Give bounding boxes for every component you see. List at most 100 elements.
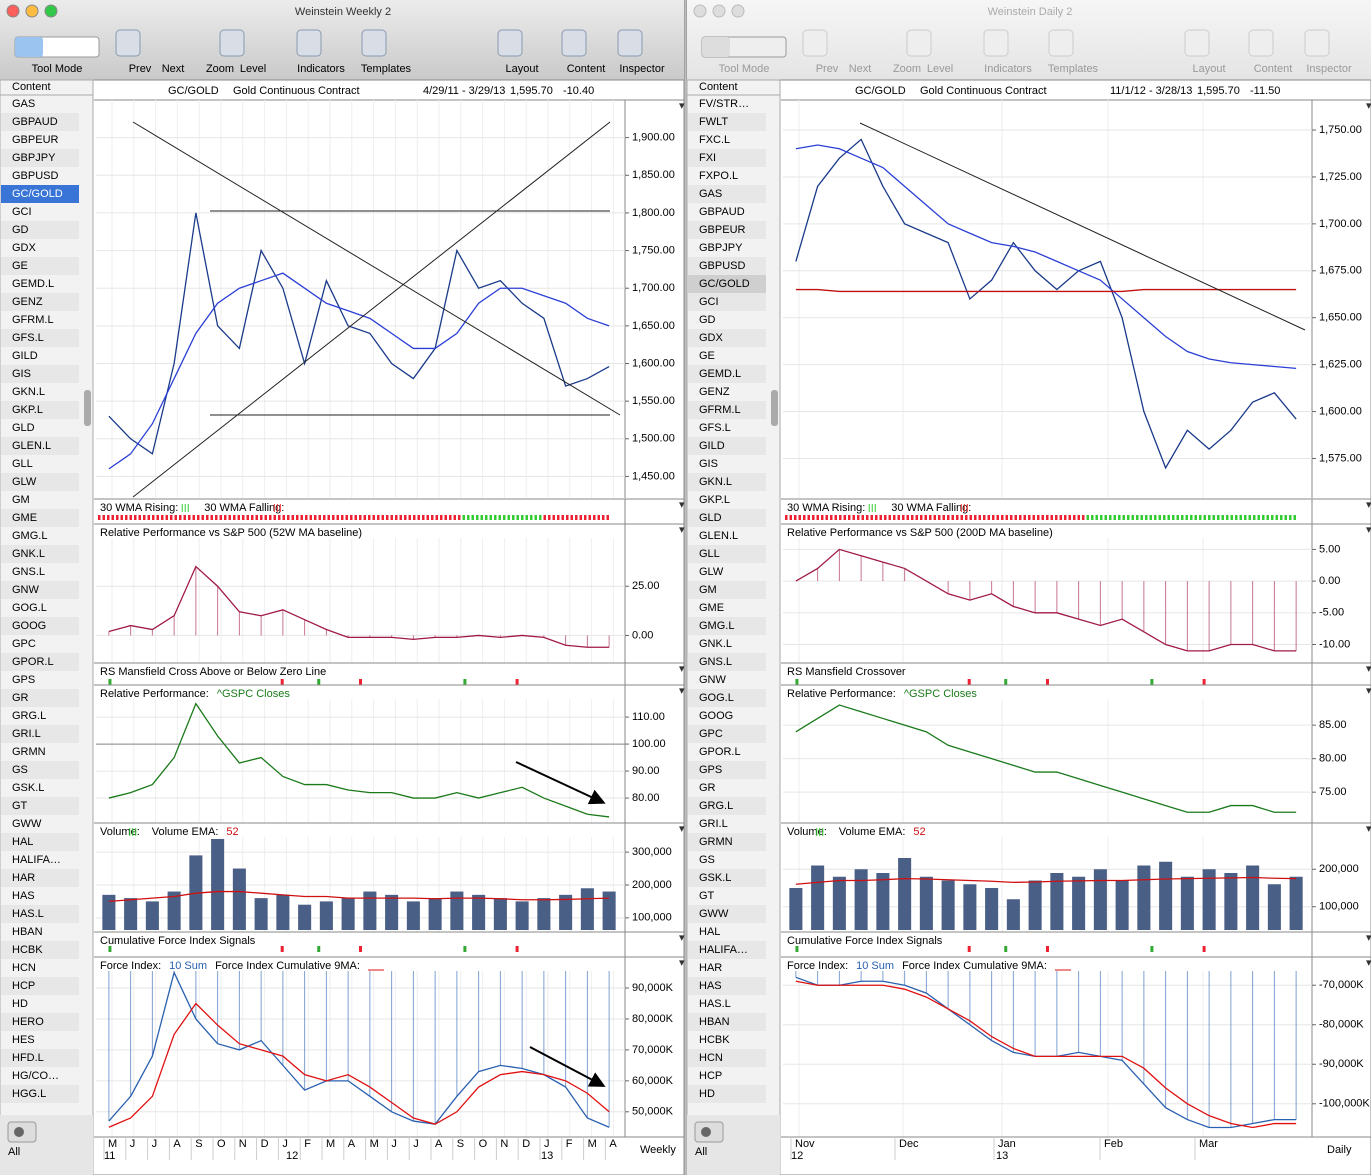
symbol[interactable]: HD — [699, 1088, 715, 1100]
symbol[interactable]: GFRM.L — [12, 314, 54, 326]
symbol[interactable]: GEMD.L — [699, 368, 741, 380]
symbol[interactable]: HFD.L — [12, 1052, 44, 1064]
toolbar-label[interactable]: Next — [849, 63, 872, 75]
symbol[interactable]: HAL — [699, 926, 720, 938]
toolbar-label[interactable]: Layout — [1192, 63, 1225, 75]
toolbar-icon[interactable] — [802, 29, 828, 57]
symbol[interactable]: GENZ — [699, 386, 730, 398]
symbol[interactable]: GKP.L — [12, 404, 43, 416]
toolbar-label[interactable]: Indicators — [984, 63, 1032, 75]
symbol[interactable]: GBPEUR — [699, 224, 746, 236]
symbol[interactable]: GNS.L — [12, 566, 45, 578]
symbol[interactable]: GKN.L — [699, 476, 732, 488]
symbol[interactable]: GPS — [699, 764, 722, 776]
symbol[interactable]: GKN.L — [12, 386, 45, 398]
symbol[interactable]: GD — [699, 314, 716, 326]
toolbar-icon[interactable] — [497, 29, 523, 57]
symbol[interactable]: GRG.L — [699, 800, 733, 812]
symbol[interactable]: GCI — [699, 296, 719, 308]
window-button[interactable] — [25, 4, 39, 18]
toolbar-icon[interactable] — [983, 29, 1009, 57]
symbol[interactable]: GBPJPY — [699, 242, 743, 254]
symbol[interactable]: GD — [12, 224, 29, 236]
symbol[interactable]: GMG.L — [12, 530, 47, 542]
symbol[interactable]: FV/STR… — [699, 98, 749, 110]
symbol[interactable]: HAS.L — [699, 998, 731, 1010]
window-button[interactable] — [44, 4, 58, 18]
window-button[interactable] — [693, 4, 707, 18]
toolbar-icon[interactable] — [361, 29, 387, 57]
symbol[interactable]: GS — [12, 764, 28, 776]
symbol[interactable]: GNK.L — [12, 548, 45, 560]
symbol[interactable]: GLW — [699, 566, 724, 578]
symbol[interactable]: FWLT — [699, 116, 728, 128]
symbol[interactable]: HAR — [699, 962, 722, 974]
symbol[interactable]: HCBK — [699, 1034, 730, 1046]
symbol[interactable]: GCI — [12, 206, 32, 218]
symbol[interactable]: FXC.L — [699, 134, 730, 146]
symbol[interactable]: GRI.L — [699, 818, 728, 830]
symbol[interactable]: GPC — [699, 728, 723, 740]
symbol[interactable]: GR — [699, 782, 716, 794]
symbol[interactable]: GPOR.L — [699, 746, 741, 758]
symbol[interactable]: GENZ — [12, 296, 43, 308]
symbol[interactable]: GFRM.L — [699, 404, 741, 416]
symbol[interactable]: GNS.L — [699, 656, 732, 668]
symbol[interactable]: GRG.L — [12, 710, 46, 722]
toolbar-label[interactable]: Layout — [505, 63, 538, 75]
symbol[interactable]: GOG.L — [699, 692, 734, 704]
toolbar-label[interactable]: Zoom — [206, 63, 234, 75]
symbol[interactable]: GAS — [699, 188, 722, 200]
symbol[interactable]: GBPUSD — [699, 260, 746, 272]
symbol[interactable]: GPOR.L — [12, 656, 54, 668]
toolbar-label[interactable]: Templates — [361, 63, 412, 75]
symbol[interactable]: GR — [12, 692, 29, 704]
toolbar-icon[interactable] — [561, 29, 587, 57]
toolbar-icon[interactable] — [296, 29, 322, 57]
symbol[interactable]: GMG.L — [699, 620, 734, 632]
symbol[interactable]: HAL — [12, 836, 33, 848]
footer-label[interactable]: All — [695, 1146, 707, 1158]
window-button[interactable] — [731, 4, 745, 18]
symbol[interactable]: GWW — [12, 818, 42, 830]
symbol[interactable]: FXI — [699, 152, 716, 164]
symbol[interactable]: HBAN — [699, 1016, 730, 1028]
toolbar-label[interactable]: Level — [927, 63, 953, 75]
footer-label[interactable]: All — [8, 1146, 20, 1158]
symbol[interactable]: GRI.L — [12, 728, 41, 740]
symbol[interactable]: HAS.L — [12, 908, 44, 920]
symbol[interactable]: HD — [12, 998, 28, 1010]
symbol[interactable]: GS — [699, 854, 715, 866]
symbol[interactable]: HCN — [12, 962, 36, 974]
symbol[interactable]: GT — [699, 890, 715, 902]
symbol[interactable]: HAS — [699, 980, 722, 992]
toolbar-label[interactable]: Prev — [129, 63, 152, 75]
symbol[interactable]: HAR — [12, 872, 35, 884]
symbol[interactable]: GM — [699, 584, 717, 596]
window-button[interactable] — [6, 4, 20, 18]
toolbar-icon[interactable] — [1304, 29, 1330, 57]
symbol[interactable]: GOOG — [12, 620, 46, 632]
symbol[interactable]: GM — [12, 494, 30, 506]
symbol[interactable]: HGG.L — [12, 1088, 46, 1100]
symbol[interactable]: GBPJPY — [12, 152, 56, 164]
symbol[interactable]: HCP — [12, 980, 35, 992]
toolbar-label[interactable]: Zoom — [893, 63, 921, 75]
toolbar-label[interactable]: Prev — [816, 63, 839, 75]
symbol[interactable]: GILD — [12, 350, 38, 362]
symbol[interactable]: GLEN.L — [12, 440, 51, 452]
symbol[interactable]: GIS — [699, 458, 718, 470]
symbol[interactable]: GILD — [699, 440, 725, 452]
symbol[interactable]: GE — [12, 260, 28, 272]
symbol[interactable]: GLD — [699, 512, 722, 524]
symbol[interactable]: GBPAUD — [12, 116, 58, 128]
symbol[interactable]: GEMD.L — [12, 278, 54, 290]
symbol[interactable]: GBPEUR — [12, 134, 59, 146]
symbol[interactable]: GC/GOLD — [12, 188, 63, 200]
symbol[interactable]: GLW — [12, 476, 37, 488]
symbol[interactable]: GWW — [699, 908, 729, 920]
periodicity[interactable]: Weekly — [640, 1144, 676, 1156]
symbol[interactable]: GRMN — [699, 836, 733, 848]
symbol[interactable]: GNK.L — [699, 638, 732, 650]
symbol[interactable]: GPS — [12, 674, 35, 686]
